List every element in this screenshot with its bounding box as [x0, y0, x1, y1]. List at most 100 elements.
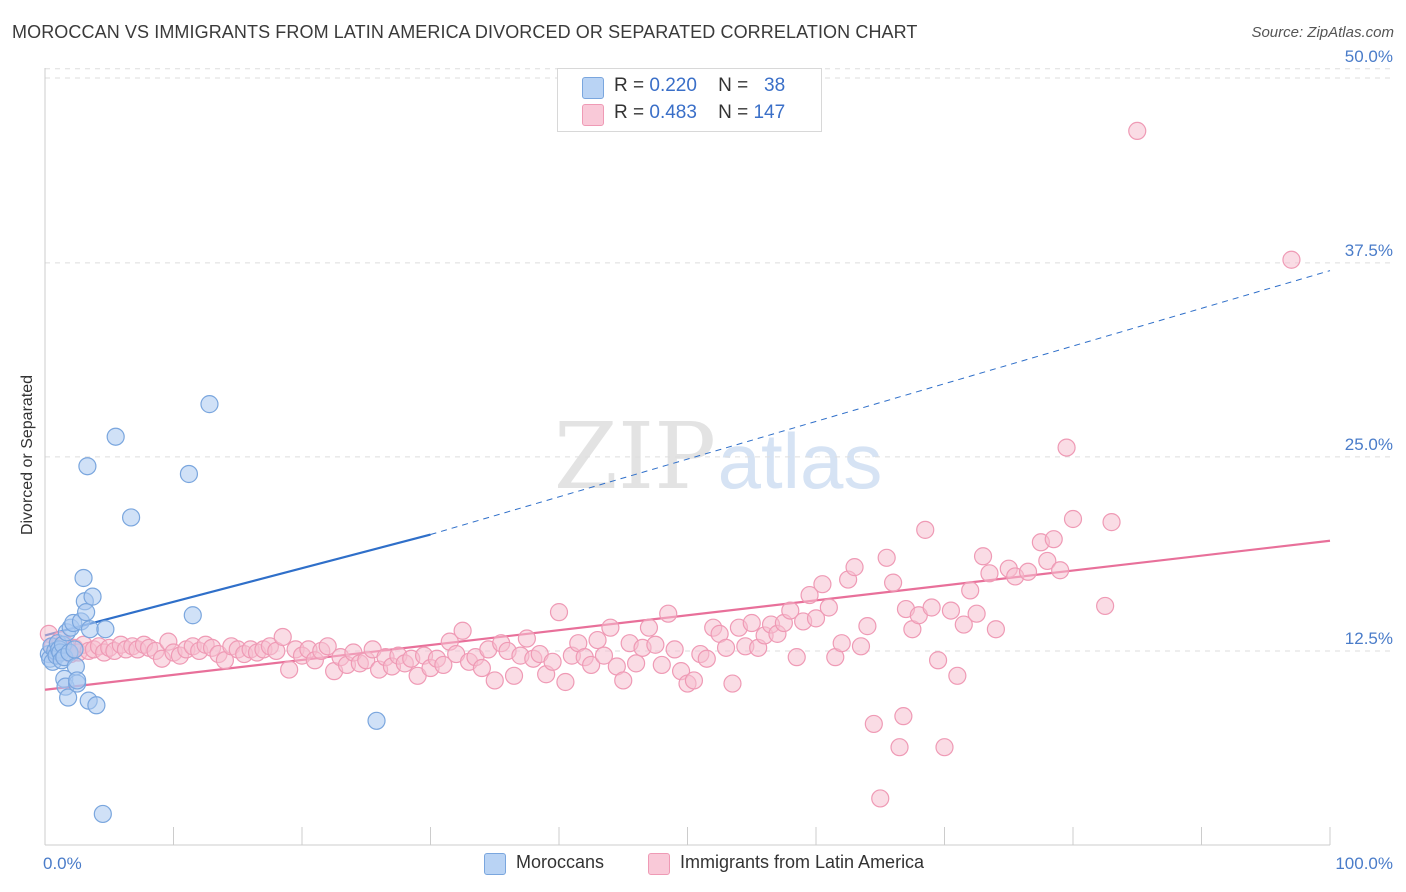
latin-america-point — [1282, 250, 1301, 269]
latin-america-point — [1044, 530, 1063, 549]
latin-america-point — [684, 671, 704, 690]
latin-america-points — [39, 121, 1301, 808]
moroccan-point — [121, 508, 141, 527]
latin-america-point — [453, 621, 472, 640]
latin-america-point — [280, 660, 299, 679]
y-tick-label: 50.0% — [1345, 47, 1393, 66]
latin-america-point — [1051, 561, 1070, 580]
latin-america-trend — [44, 539, 1331, 691]
source-label: Source: ZipAtlas.com — [1251, 24, 1394, 41]
latin-america-point — [1102, 513, 1121, 532]
latin-america-point — [639, 618, 659, 637]
latin-america-point — [832, 634, 851, 653]
latin-america-point — [967, 604, 986, 623]
moroccan-point — [200, 395, 219, 414]
latin-america-point — [813, 575, 832, 594]
latin-america-point — [582, 655, 601, 675]
latin-america-point — [871, 789, 890, 808]
latin-america-point — [1096, 596, 1115, 616]
latin-america-point — [935, 738, 954, 757]
moroccan-point — [68, 671, 87, 690]
chart-title: MOROCCAN VS IMMIGRANTS FROM LATIN AMERIC… — [12, 22, 918, 42]
moroccan-point — [106, 427, 125, 446]
legend-n-label-2: N = — [718, 102, 749, 123]
moroccan-point — [74, 568, 93, 588]
moroccan-point — [93, 804, 112, 824]
gridlines — [45, 68, 1393, 652]
latin-america-point — [858, 617, 877, 636]
latin-america-point — [1057, 438, 1076, 457]
moroccans-trend-dashed — [430, 270, 1331, 536]
latin-america-point — [894, 707, 913, 726]
latin-america-point — [1038, 551, 1057, 571]
moroccan-point — [77, 603, 96, 622]
latin-america-point — [877, 548, 896, 567]
x-tick-label: 0.0% — [43, 854, 82, 873]
latin-america-point — [626, 654, 646, 673]
moroccan-point — [96, 620, 115, 639]
moroccan-point — [78, 457, 97, 476]
latin-america-point — [787, 648, 806, 667]
latin-america-point — [922, 598, 941, 617]
latin-america-point — [646, 635, 665, 654]
latin-america-point — [697, 649, 716, 668]
moroccans-trend-solid — [44, 533, 431, 637]
latin-america-point — [986, 620, 1006, 639]
latin-america-point — [800, 585, 819, 605]
y-tick-label: 37.5% — [1345, 241, 1393, 260]
latin-america-point — [716, 638, 736, 657]
y-tick-label: 25.0% — [1345, 435, 1393, 454]
latin-america-point — [948, 666, 967, 685]
watermark-atlas: atlas — [718, 417, 883, 505]
latin-america-point — [883, 573, 903, 592]
latin-america-point — [864, 714, 883, 734]
legend-r-label-2: R = — [614, 102, 645, 123]
moroccan-point — [80, 620, 100, 639]
latin-america-point — [1063, 509, 1083, 529]
latin-america-point — [1018, 562, 1038, 581]
legend-n-value-1: 38 — [764, 75, 786, 96]
latin-america-trend-solid — [44, 539, 1331, 691]
latin-america-point — [614, 671, 633, 690]
latin-america-point — [806, 609, 826, 628]
legend-n-label-1: N = — [718, 75, 749, 96]
latin-america-point — [472, 658, 491, 678]
stats-legend: R = 0.220 N = 38 R = 0.483 N = 147 — [557, 68, 822, 132]
latin-america-point — [549, 603, 569, 622]
bottom-legend-swatch-blue — [484, 853, 506, 875]
legend-r-value-1: 0.220 — [649, 75, 697, 96]
latin-america-point — [742, 613, 761, 633]
latin-america-point — [916, 520, 935, 539]
bottom-legend-label-moroccans: Moroccans — [516, 852, 605, 872]
moroccan-point — [87, 696, 106, 715]
moroccans-points — [39, 395, 386, 824]
moroccan-point — [59, 688, 78, 707]
tick-labels: 12.5% 25.0% 37.5% 50.0% 0.0% 100.0% — [43, 47, 1393, 873]
latin-america-point — [1128, 121, 1147, 141]
legend-swatch-pink — [582, 104, 604, 126]
latin-america-point — [665, 640, 684, 659]
latin-america-point — [485, 671, 504, 690]
bottom-legend-label-latin-america: Immigrants from Latin America — [680, 852, 925, 872]
bottom-legend-swatch-pink — [648, 853, 670, 875]
latin-america-point — [954, 615, 973, 634]
moroccan-point — [179, 464, 199, 484]
latin-america-point — [543, 652, 562, 671]
legend-n-value-2: 147 — [753, 102, 786, 123]
latin-america-point — [819, 598, 838, 617]
latin-america-point — [273, 627, 292, 647]
latin-america-point — [517, 629, 536, 648]
latin-america-point — [601, 618, 620, 637]
latin-america-point — [928, 651, 948, 670]
latin-america-point — [845, 558, 864, 577]
legend-r-value-2: 0.483 — [649, 102, 697, 123]
moroccan-point — [367, 711, 386, 730]
x-tick-label: 100.0% — [1335, 854, 1393, 873]
latin-america-point — [318, 637, 337, 656]
latin-america-point — [652, 655, 671, 675]
legend-swatch-blue — [582, 77, 604, 99]
latin-america-point — [659, 604, 678, 623]
moroccan-point — [65, 640, 84, 659]
latin-america-point — [781, 601, 800, 620]
